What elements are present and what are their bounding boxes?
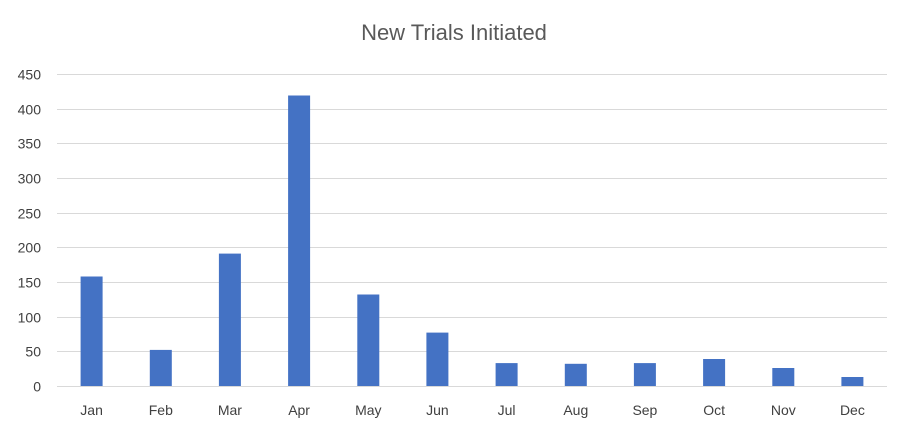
- y-tick-label: 250: [18, 206, 42, 222]
- x-tick-label: Jan: [80, 402, 103, 418]
- x-axis-tick-labels: Jan Feb Mar Apr May Jun Jul Aug Sep Oct Nov Dec: [80, 402, 865, 418]
- x-tick-label: Mar: [218, 402, 242, 418]
- bar-may: [357, 294, 380, 386]
- bar-dec: [841, 377, 864, 386]
- y-tick-label: 300: [18, 171, 42, 187]
- bar-aug: [564, 363, 587, 386]
- bar-jan: [80, 276, 103, 386]
- y-tick-label: 0: [33, 379, 41, 395]
- x-tick-label: Jun: [426, 402, 449, 418]
- y-tick-label: 350: [18, 136, 42, 152]
- x-tick-label: Oct: [703, 402, 725, 418]
- x-tick-label: Sep: [632, 402, 657, 418]
- y-tick-label: 150: [18, 275, 42, 291]
- x-tick-label: Dec: [840, 402, 865, 418]
- x-tick-label: Nov: [771, 402, 796, 418]
- y-tick-label: 400: [18, 102, 42, 118]
- bars: [80, 95, 864, 386]
- x-tick-label: Feb: [149, 402, 173, 418]
- bar-feb: [149, 349, 172, 386]
- y-axis-tick-labels: 0 50 100 150 200 250 300 350 400 450: [18, 67, 42, 395]
- x-tick-label: Jul: [498, 402, 516, 418]
- gridlines: [57, 74, 887, 387]
- y-tick-label: 450: [18, 67, 42, 83]
- bar-apr: [288, 95, 311, 386]
- bar-mar: [218, 253, 241, 386]
- bar-jun: [426, 332, 449, 386]
- x-tick-label: May: [355, 402, 381, 418]
- bar-jul: [495, 363, 518, 386]
- chart-title: New Trials Initiated: [361, 20, 547, 45]
- x-tick-label: Apr: [288, 402, 310, 418]
- y-tick-label: 200: [18, 240, 42, 256]
- bar-nov: [772, 368, 795, 386]
- x-tick-label: Aug: [563, 402, 588, 418]
- y-tick-label: 50: [25, 344, 41, 360]
- bar-sep: [633, 363, 656, 386]
- y-tick-label: 100: [18, 310, 42, 326]
- bar-oct: [703, 359, 726, 386]
